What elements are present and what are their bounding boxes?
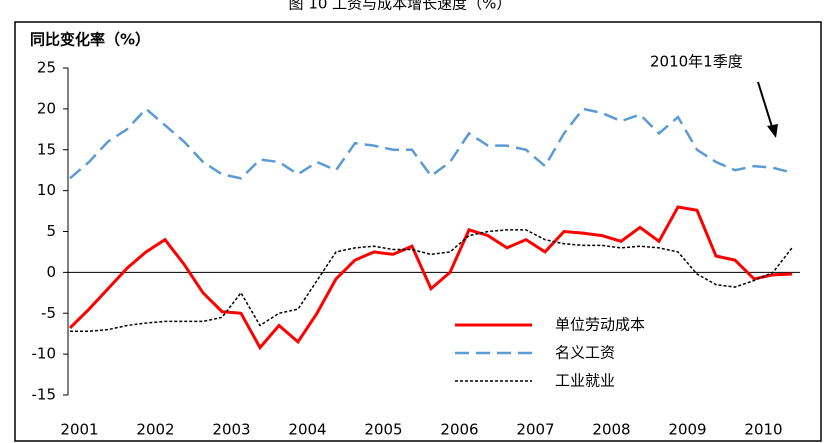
y-tick-label: -15 [32,386,57,404]
y-tick-label: 5 [46,222,56,240]
x-tick-label: 2001 [60,421,98,439]
x-tick-label: 2004 [288,421,326,439]
chart-title: 图 10 工资与成本增长速度（%） [289,0,512,13]
frame [14,21,822,442]
y-axis-label: 同比变化率（%） [30,31,150,49]
x-tick-label: 2007 [516,421,554,439]
x-tick-label: 2010 [744,421,782,439]
x-tick-label: 2002 [136,421,174,439]
series-line [68,205,793,351]
arrow-head [767,124,778,138]
legend-label: 名义工资 [555,344,615,362]
y-tick-label: -10 [32,345,57,363]
y-tick-label: 20 [37,99,56,117]
y-tick-label: 10 [37,181,56,199]
y-tick-label: 25 [37,59,56,77]
y-tick-label: 15 [37,140,56,158]
y-tick-label: 0 [46,263,56,281]
legend-label: 单位劳动成本 [555,316,645,334]
x-tick-label: 2006 [440,421,478,439]
series-line [70,229,793,332]
x-tick-label: 2003 [212,421,250,439]
y-tick-label: -5 [41,304,56,322]
legend-label: 工业就业 [555,372,615,390]
x-tick-label: 2008 [592,421,630,439]
annotation-arrow [757,81,774,131]
x-tick-label: 2009 [668,421,706,439]
annotation: 2010年1季度 [650,53,743,71]
series-line [69,107,793,180]
x-tick-label: 2005 [364,421,402,439]
